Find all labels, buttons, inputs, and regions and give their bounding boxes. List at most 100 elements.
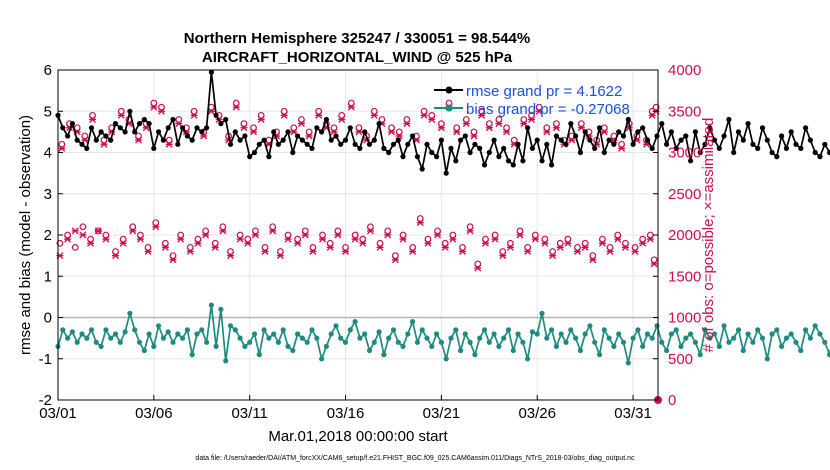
bias-point <box>688 331 694 337</box>
rmse-point <box>136 121 143 127</box>
obs-assimilated-point <box>100 140 108 148</box>
chart-subtitle: AIRCRAFT_HORIZONTAL_WIND @ 525 hPa <box>202 49 513 66</box>
obs-assimilated-point <box>428 116 436 123</box>
obs-assimilated-point <box>416 219 424 227</box>
obs-assimilated-point <box>481 239 489 247</box>
obs-assimilated-point <box>391 256 399 264</box>
obs-possible-point <box>326 239 334 247</box>
rmse-point <box>520 158 526 164</box>
obs-assimilated-point <box>351 235 359 243</box>
obs-possible-point <box>261 243 269 251</box>
rmse-point <box>563 141 569 147</box>
obs-assimilated-point <box>621 243 629 251</box>
obs-assimilated-point <box>606 248 614 255</box>
bias-point <box>721 323 727 329</box>
bias-point <box>304 339 310 345</box>
rmse-point <box>227 141 234 147</box>
obs-assimilated-point <box>102 235 110 243</box>
obs-possible-point <box>79 223 87 231</box>
bias-point <box>151 343 157 349</box>
obs-possible-point <box>161 239 169 247</box>
y-tick-label: 3 <box>44 186 52 203</box>
bias-point <box>649 335 655 341</box>
obs-possible-point <box>420 107 428 115</box>
bias-point <box>640 343 646 349</box>
obs-assimilated-point <box>639 239 647 247</box>
rmse-point <box>644 137 651 143</box>
rmse-point <box>443 170 449 176</box>
obs-possible-point <box>342 243 349 251</box>
obs-assimilated-point <box>58 144 66 152</box>
rmse-point <box>218 121 224 127</box>
bias-point <box>625 360 631 366</box>
rmse-point <box>515 141 521 147</box>
bias-point <box>601 327 607 333</box>
obs-assimilated-point <box>319 235 327 243</box>
bias-point <box>711 331 718 337</box>
bias-point <box>529 329 536 335</box>
bias-point <box>438 339 444 345</box>
obs-possible-point <box>338 111 346 119</box>
rmse-point <box>635 129 641 135</box>
x-tick-label: 03/11 <box>231 405 267 422</box>
rmse-point <box>285 129 291 135</box>
bias-point <box>764 356 770 362</box>
obs-possible-point <box>528 111 535 119</box>
rmse-point <box>204 125 210 131</box>
obs-possible-point <box>384 227 392 235</box>
bias-point <box>434 331 440 337</box>
rmse-point <box>721 133 727 139</box>
bias-point <box>827 352 830 358</box>
rmse-point <box>319 129 325 135</box>
obs-possible-point <box>491 231 499 239</box>
bias-point <box>553 343 560 349</box>
obs-assimilated-point <box>543 128 551 136</box>
obs-possible-point <box>290 124 298 132</box>
obs-possible-point <box>543 124 551 132</box>
rmse-point <box>400 154 406 160</box>
bias-point <box>247 339 253 345</box>
rmse-point <box>568 121 574 127</box>
obs-possible-point <box>564 235 572 243</box>
bias-point <box>194 331 200 337</box>
obs-possible-point <box>135 132 142 140</box>
rmse-point <box>424 141 430 147</box>
bias-point <box>692 339 699 345</box>
bias-point <box>189 352 195 358</box>
rmse-point <box>290 149 296 156</box>
rmse-point <box>323 116 329 123</box>
bias-point <box>180 335 186 341</box>
rmse-point <box>486 149 492 156</box>
obs-assimilated-point <box>370 111 378 119</box>
rmse-point <box>199 129 205 135</box>
bias-point <box>295 331 301 337</box>
rmse-point <box>654 133 660 139</box>
bias-point <box>237 335 243 341</box>
rmse-point <box>256 141 262 147</box>
rmse-point <box>84 145 90 151</box>
obs-assimilated-point <box>470 132 478 140</box>
rmse-point <box>702 141 708 147</box>
rmse-point <box>803 125 809 131</box>
obs-possible-point <box>556 239 564 247</box>
obs-assimilated-point <box>158 107 166 115</box>
y-tick-label: 5 <box>44 103 52 120</box>
obs-assimilated-point <box>499 252 507 260</box>
rmse-point <box>812 149 818 156</box>
rmse-point <box>141 116 147 123</box>
obs-assimilated-point <box>261 248 269 255</box>
obs-possible-point <box>462 116 470 123</box>
bias-point <box>381 352 387 358</box>
obs-possible-point <box>186 243 194 251</box>
rmse-point <box>807 137 814 143</box>
bias-point <box>750 339 756 345</box>
bias-point <box>160 335 166 341</box>
obs-assimilated-point <box>315 111 323 119</box>
bias-point <box>280 327 286 333</box>
obs-possible-point <box>388 124 395 132</box>
obs-possible-point <box>244 235 252 243</box>
x-axis-ticks: 03/01 03/06 03/11 03/16 03/21 03/26 03/31 <box>39 395 652 422</box>
rmse-point <box>69 121 75 127</box>
obs-possible-point <box>541 235 549 243</box>
